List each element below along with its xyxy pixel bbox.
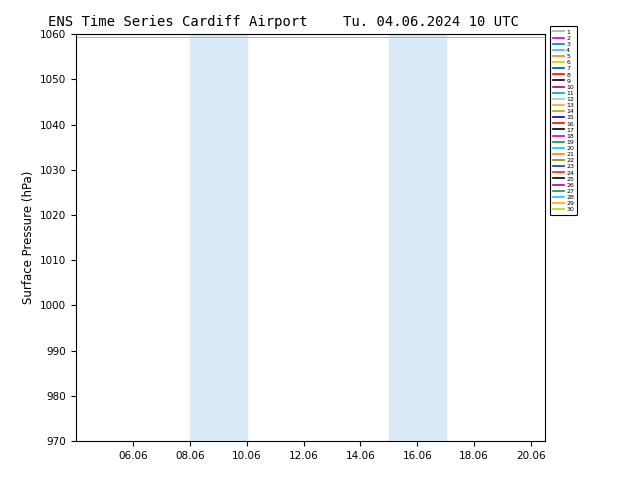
- Text: ENS Time Series Cardiff Airport: ENS Time Series Cardiff Airport: [48, 15, 307, 29]
- Y-axis label: Surface Pressure (hPa): Surface Pressure (hPa): [22, 171, 34, 304]
- Text: Tu. 04.06.2024 10 UTC: Tu. 04.06.2024 10 UTC: [343, 15, 519, 29]
- Bar: [190, 34, 247, 441]
- Legend: 1, 2, 3, 4, 5, 6, 7, 8, 9, 10, 11, 12, 13, 14, 15, 16, 17, 18, 19, 20, 21, 22, 2: 1, 2, 3, 4, 5, 6, 7, 8, 9, 10, 11, 12, 1…: [550, 26, 578, 216]
- Bar: [389, 34, 446, 441]
